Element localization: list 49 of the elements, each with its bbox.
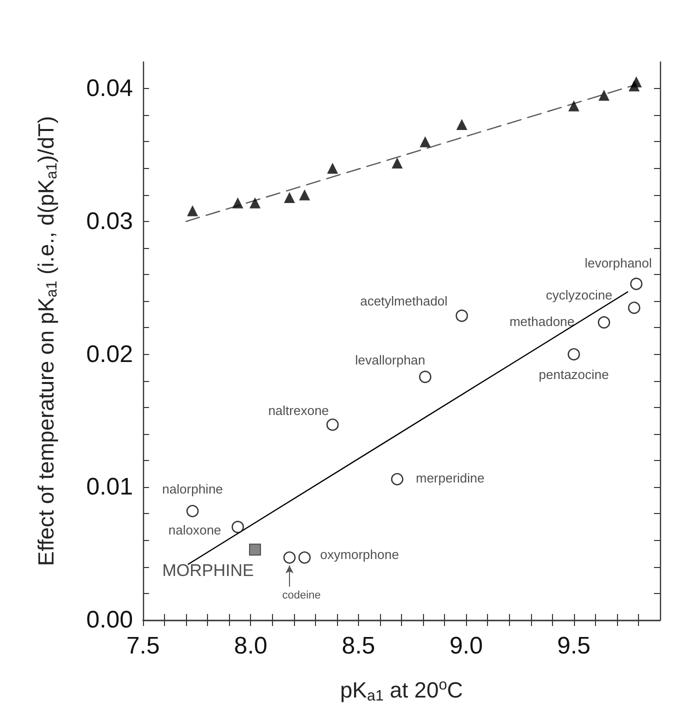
annotation: levorphanol bbox=[584, 255, 652, 270]
annotation: methadone bbox=[509, 314, 575, 329]
point bbox=[628, 302, 640, 314]
point bbox=[298, 551, 311, 564]
point bbox=[250, 197, 261, 208]
point bbox=[598, 316, 610, 329]
point bbox=[630, 76, 642, 88]
y-tick-label: 0.01 bbox=[86, 474, 133, 501]
y-tick-label: 0.04 bbox=[86, 75, 133, 102]
annotation: naloxone bbox=[168, 522, 222, 538]
point bbox=[299, 189, 310, 200]
point bbox=[420, 136, 431, 148]
point bbox=[456, 118, 468, 130]
point bbox=[419, 370, 432, 384]
point bbox=[568, 100, 580, 112]
point bbox=[187, 205, 198, 216]
x-tick-label: 7.5 bbox=[126, 632, 160, 660]
point bbox=[249, 544, 262, 556]
point bbox=[327, 162, 338, 174]
point bbox=[283, 551, 296, 564]
x-tick-label: 9.0 bbox=[449, 632, 483, 660]
annotation: pentazocine bbox=[538, 366, 609, 382]
point bbox=[456, 310, 468, 322]
annotation: acetylmethadol bbox=[360, 293, 448, 308]
y-tick-label: 0.02 bbox=[86, 340, 133, 368]
y-tick-label: 0.00 bbox=[86, 606, 133, 634]
annotation: MORPHINE bbox=[162, 561, 254, 580]
point bbox=[284, 192, 295, 204]
x-tick-label: 8.5 bbox=[342, 632, 376, 660]
x-tick-label: 8.0 bbox=[234, 632, 268, 660]
annotation: merperidine bbox=[416, 470, 485, 486]
point bbox=[186, 504, 199, 518]
annotation: naltrexone bbox=[268, 403, 329, 418]
y-axis-title: Effect of temperature on pKa1 (i.e., d(pKa1)/dT) bbox=[34, 116, 60, 566]
annotation: codeine bbox=[282, 590, 321, 602]
point bbox=[598, 90, 610, 101]
point bbox=[232, 520, 244, 534]
annotation: levallorphan bbox=[355, 352, 426, 368]
point bbox=[326, 418, 339, 431]
y-tick-label: 0.03 bbox=[86, 208, 133, 235]
point bbox=[392, 157, 403, 168]
annotation: oxymorphone bbox=[320, 547, 399, 562]
point bbox=[630, 278, 642, 290]
point bbox=[391, 473, 404, 486]
point bbox=[568, 348, 580, 360]
x-tick-label: 9.5 bbox=[557, 632, 591, 660]
point bbox=[232, 197, 244, 208]
annotation: nalorphine bbox=[162, 482, 223, 497]
annotation: cyclyzocine bbox=[546, 287, 612, 302]
